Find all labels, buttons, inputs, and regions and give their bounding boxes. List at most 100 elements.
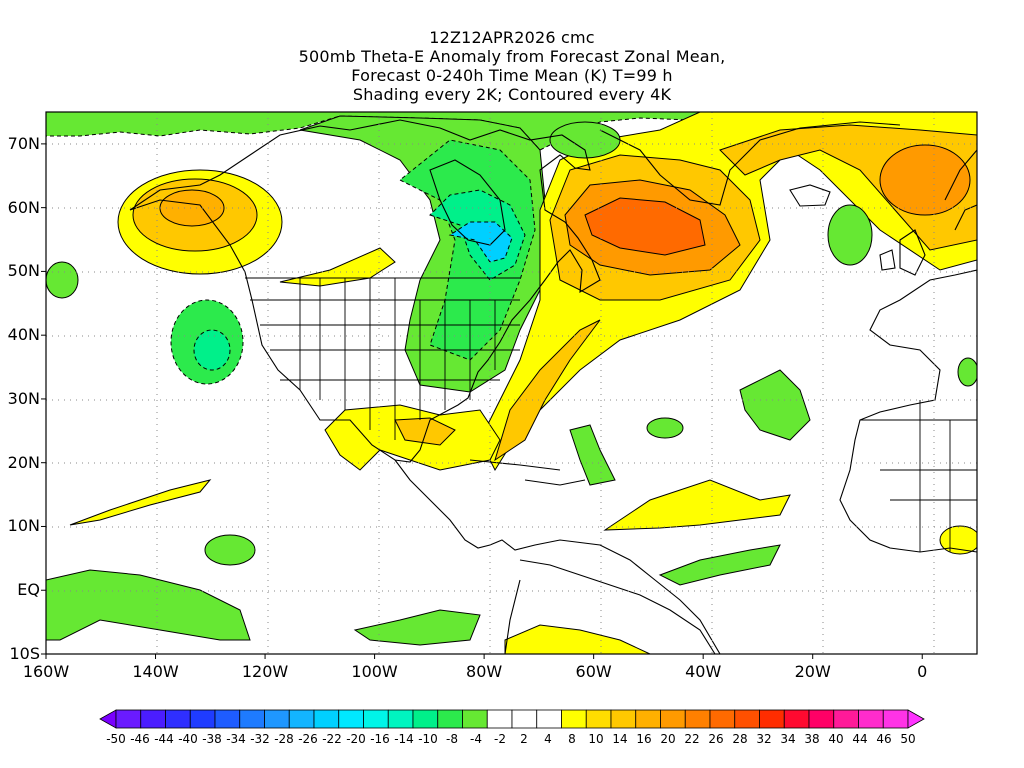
colorbar-level-label: -28 xyxy=(274,732,294,746)
coastal-warm-tongue xyxy=(494,319,601,462)
title-line-2: 500mb Theta-E Anomaly from Forecast Zona… xyxy=(298,47,726,66)
pacific-cold-core xyxy=(193,329,231,371)
colorbar-swatch xyxy=(783,709,810,729)
colorbar-level-label: -38 xyxy=(202,732,222,746)
lat-tick-label: EQ xyxy=(17,580,40,600)
colorbar-swatch xyxy=(808,709,835,729)
colorbar-level-label: 50 xyxy=(900,732,916,746)
subtropical-warm-band xyxy=(603,479,791,531)
colorbar-level-label: 32 xyxy=(756,732,772,746)
colorbar-swatch xyxy=(734,709,760,729)
hudson-cold-core-2 xyxy=(448,221,513,263)
pacific-cold-blob-2 xyxy=(204,534,256,566)
colorbar-swatch xyxy=(115,709,142,729)
colorbar-level-label: 26 xyxy=(708,732,724,746)
colorbar-level-label: -50 xyxy=(106,732,126,746)
grid-lines xyxy=(46,112,977,654)
colorbar-level-label: 34 xyxy=(780,732,796,746)
colorbar-level-label: -4 xyxy=(470,732,482,746)
lat-tick-label: 40N xyxy=(7,325,40,345)
colorbar-swatch xyxy=(635,709,661,729)
colorbar-level-label: 20 xyxy=(660,732,676,746)
colorbar-level-label: 44 xyxy=(852,732,868,746)
tropical-cold-1 xyxy=(46,569,251,641)
lon-tick-label: 140W xyxy=(132,662,179,681)
colorbar-level-label: 10 xyxy=(588,732,604,746)
colorbar-level-label: -40 xyxy=(178,732,198,746)
colorbar-level-label: 8 xyxy=(568,732,576,746)
colorbar-level-label: 40 xyxy=(828,732,844,746)
title-line-3: Forecast 0-240h Time Mean (K) T=99 h xyxy=(351,66,673,85)
colorbar-level-label: -46 xyxy=(130,732,150,746)
colorbar-level-label: 4 xyxy=(544,732,552,746)
colorbar-level-label: 2 xyxy=(520,732,528,746)
lat-tick-label: 70N xyxy=(7,133,40,153)
colorbar-level-label: -32 xyxy=(250,732,270,746)
colorbar-swatch xyxy=(189,709,216,729)
atlantic-cold-blob-2 xyxy=(549,121,621,159)
colorbar-swatch xyxy=(437,709,463,729)
plains-warm-strip xyxy=(279,247,396,287)
colorbar-level-label: 14 xyxy=(612,732,628,746)
colorbar-swatch xyxy=(165,709,191,729)
colorbar-level-label: 16 xyxy=(636,732,652,746)
colorbar-arrow-high xyxy=(907,709,925,729)
africa-borders xyxy=(860,400,977,552)
lat-tick-label: 30N xyxy=(7,388,40,408)
axis-ticks xyxy=(41,143,923,659)
colorbar-swatch xyxy=(264,709,290,729)
lat-tick-label: 60N xyxy=(7,197,40,217)
colorbar-swatch xyxy=(140,709,166,729)
central-america-coast xyxy=(394,459,721,654)
colorbar-level-label: -26 xyxy=(298,732,318,746)
greenland-coast xyxy=(599,121,901,206)
lon-tick-label: 120W xyxy=(241,662,289,681)
colorbar-swatch xyxy=(759,709,785,729)
colorbar-swatch xyxy=(387,709,414,729)
colorbar-swatch xyxy=(511,709,538,729)
lat-tick-label: 20N xyxy=(7,452,40,472)
atlantic-warm-core xyxy=(584,197,706,256)
iceland-coast xyxy=(789,184,831,207)
plot-frame xyxy=(45,111,978,655)
norwegian-warm-core xyxy=(879,144,971,216)
tropical-cold-4 xyxy=(658,544,781,586)
south-warm-patch xyxy=(504,624,651,654)
colorbar-level-label: -20 xyxy=(346,732,366,746)
lat-tick-label: 10N xyxy=(7,516,40,536)
lon-tick-label: 0 xyxy=(917,662,928,681)
colorbar-level-label: 28 xyxy=(732,732,748,746)
tropical-cold-5 xyxy=(353,609,481,646)
colorbar-level-label: 46 xyxy=(876,732,892,746)
colorbar-swatch xyxy=(610,709,637,729)
scandinavia xyxy=(944,149,977,231)
lat-tick-label: 50N xyxy=(7,261,40,281)
lon-tick-label: 100W xyxy=(351,662,398,681)
colorbar-swatch xyxy=(684,709,711,729)
us-borders xyxy=(245,277,520,440)
lon-tick-label: 160W xyxy=(22,662,70,681)
colorbar xyxy=(99,709,925,729)
atlantic-cold-blob xyxy=(827,204,873,266)
colorbar-swatch xyxy=(536,709,562,729)
tropical-cold-2 xyxy=(739,369,811,441)
africa-warm-patch xyxy=(939,525,977,555)
lat-tick-label: 10S xyxy=(9,644,40,663)
hudson-cold-field-2 xyxy=(399,139,536,361)
colorbar-swatch xyxy=(338,709,364,729)
lon-tick-label: 60W xyxy=(575,662,612,681)
british-isles xyxy=(879,229,926,276)
colorbar-swatch xyxy=(709,709,736,729)
colorbar-swatch xyxy=(561,709,587,729)
colorbar-swatch xyxy=(313,709,340,729)
lon-tick-label: 80W xyxy=(466,662,503,681)
colorbar-swatch xyxy=(239,709,265,729)
colorbar-level-label: 38 xyxy=(804,732,820,746)
hudson-bay xyxy=(429,159,506,246)
colorbar-level-label: -10 xyxy=(418,732,438,746)
title-line-1: 12Z12APR2026 cmc xyxy=(429,28,595,47)
colorbar-swatch xyxy=(412,709,439,729)
africa-cold-blob xyxy=(957,357,977,387)
colorbar-level-label: 22 xyxy=(684,732,700,746)
colorbar-level-label: -2 xyxy=(494,732,506,746)
